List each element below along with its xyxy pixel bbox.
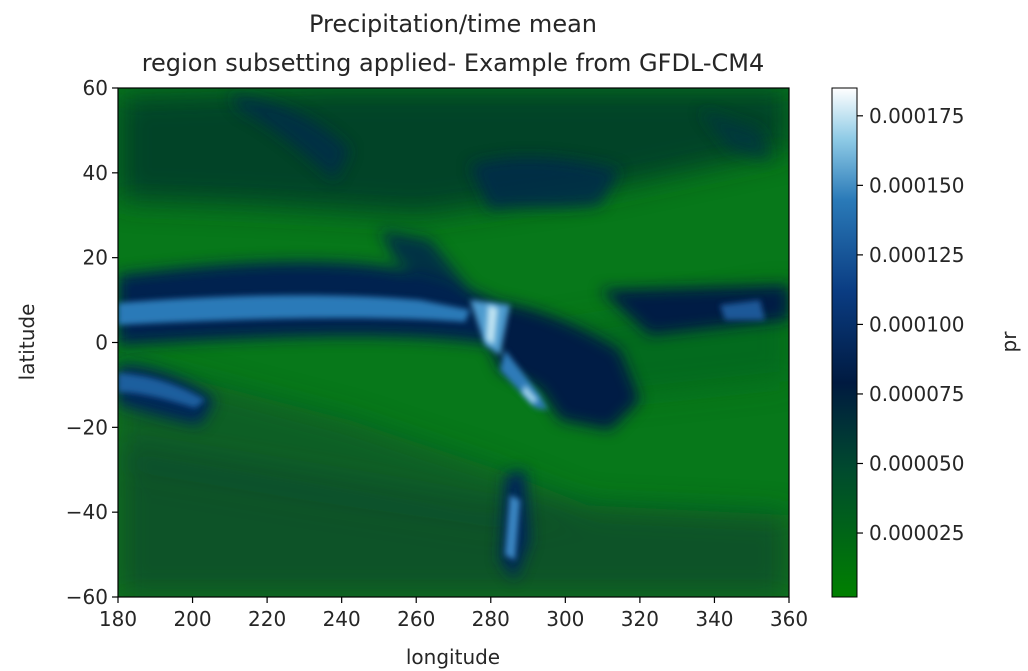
colorbar-tick-label: 0.000050 xyxy=(869,451,964,475)
x-tick-label: 180 xyxy=(99,607,137,631)
y-tick-label: 0 xyxy=(95,331,108,355)
x-tick-label: 260 xyxy=(397,607,435,631)
x-tick-label: 320 xyxy=(621,607,659,631)
colorbar-tick-label: 0.000075 xyxy=(869,382,964,406)
chart-title-line2: region subsetting applied- Example from … xyxy=(142,49,765,77)
colorbar-label: pr xyxy=(997,331,1021,353)
colorbar-tick-label: 0.000025 xyxy=(869,521,964,545)
x-tick-label: 240 xyxy=(323,607,361,631)
y-tick-label: −40 xyxy=(66,500,108,524)
x-axis-ticks: 180 200 220 240 260 280 300 320 340 360 xyxy=(99,597,808,631)
colorbar xyxy=(831,87,858,598)
y-tick-label: −60 xyxy=(66,585,108,609)
colorbar-tick-label: 0.000125 xyxy=(869,243,964,267)
y-axis-ticks: −60 −40 −20 0 20 40 60 xyxy=(66,76,118,609)
x-axis-label: longitude xyxy=(406,645,500,669)
x-tick-label: 220 xyxy=(248,607,286,631)
colorbar-ticks: 0.000025 0.000050 0.000075 0.000100 0.000125… xyxy=(857,104,964,545)
x-tick-label: 340 xyxy=(695,607,733,631)
x-tick-label: 360 xyxy=(770,607,808,631)
colorbar-tick-label: 0.000150 xyxy=(869,173,964,197)
x-tick-label: 200 xyxy=(173,607,211,631)
y-tick-label: 40 xyxy=(83,161,108,185)
x-tick-label: 280 xyxy=(472,607,510,631)
y-tick-label: −20 xyxy=(66,415,108,439)
heatmap-field xyxy=(118,88,789,597)
chart-title-line1: Precipitation/time mean xyxy=(309,10,597,38)
y-tick-label: 60 xyxy=(83,76,108,100)
x-tick-label: 300 xyxy=(546,607,584,631)
y-tick-label: 20 xyxy=(83,246,108,270)
colorbar-tick-label: 0.000100 xyxy=(869,312,964,336)
colorbar-tick-label: 0.000175 xyxy=(869,104,964,128)
y-axis-label: latitude xyxy=(15,304,39,381)
